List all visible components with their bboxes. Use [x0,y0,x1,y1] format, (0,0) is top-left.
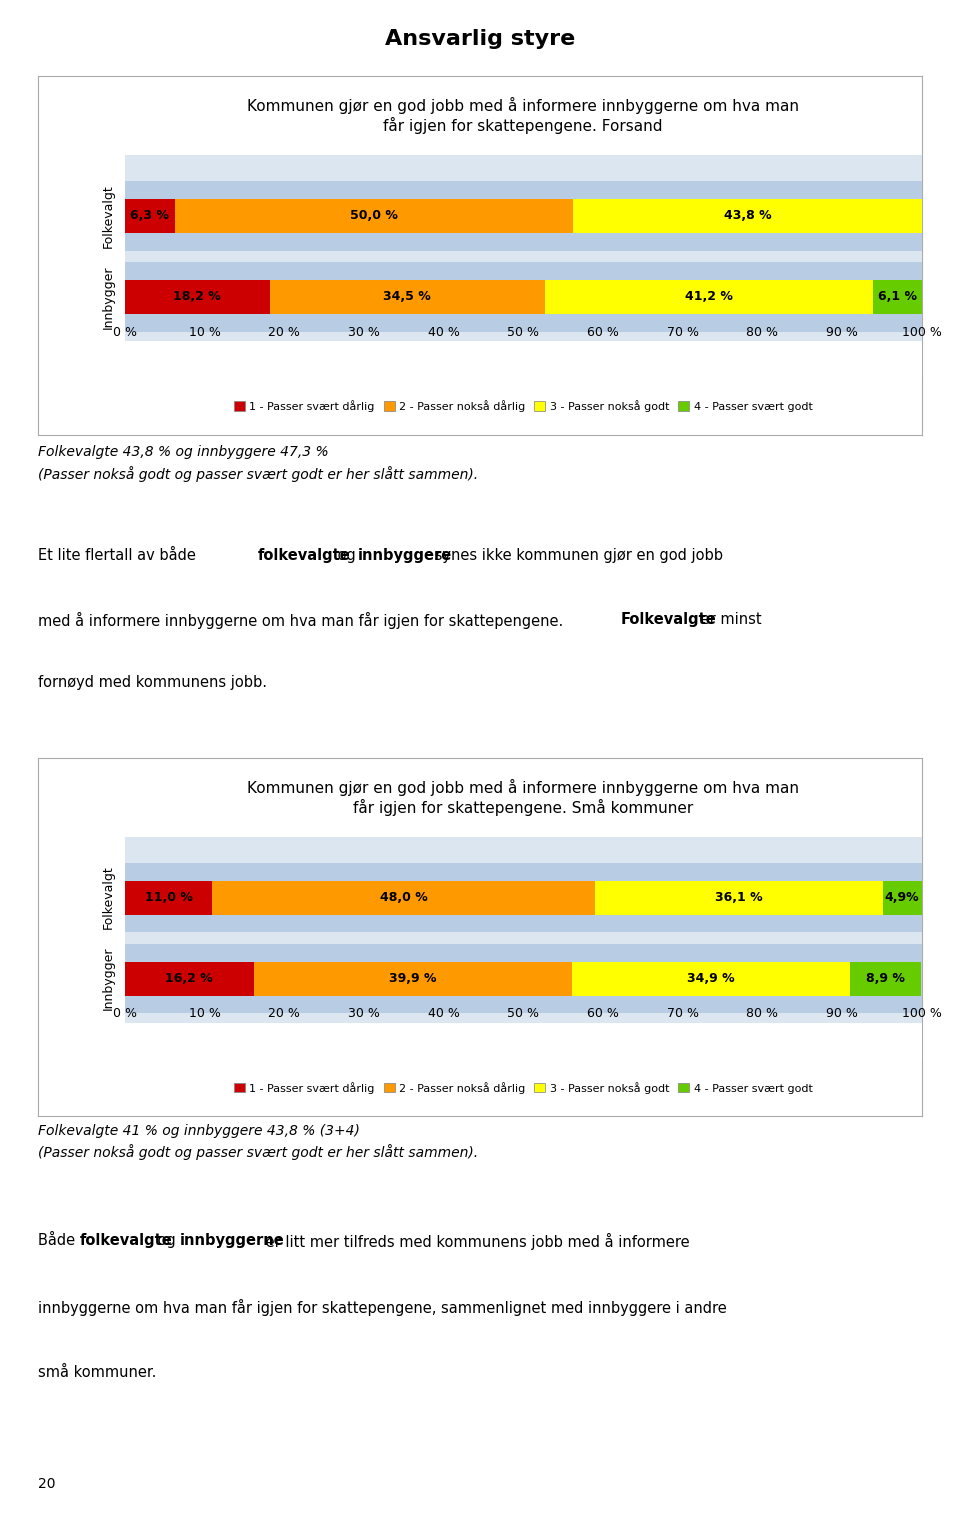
Text: 34,9 %: 34,9 % [687,971,734,985]
Legend: 1 - Passer svært dårlig, 2 - Passer nokså dårlig, 3 - Passer nokså godt, 4 - Pas: 1 - Passer svært dårlig, 2 - Passer noks… [229,395,817,416]
Text: 48,0 %: 48,0 % [380,891,427,904]
Text: med å informere innbyggerne om hva man får igjen for skattepengene.: med å informere innbyggerne om hva man f… [38,612,568,628]
Text: 41,2 %: 41,2 % [684,290,732,303]
Bar [544,281,873,314]
Text: Kommunen gjør en god jobb med å informere innbyggerne om hva man
får igjen for s: Kommunen gjør en god jobb med å informer… [248,98,799,134]
Text: 6,3 %: 6,3 % [131,209,169,223]
Text: 43,8 %: 43,8 % [724,209,772,223]
Text: folkevalgte: folkevalgte [80,1232,173,1247]
Bar [595,880,882,915]
Bar [212,880,595,915]
Text: innbyggerne: innbyggerne [180,1232,284,1247]
Text: små kommuner.: små kommuner. [38,1365,156,1380]
Bar [572,962,850,996]
Text: 20: 20 [38,1476,56,1491]
Text: fornøyd med kommunens jobb.: fornøyd med kommunens jobb. [38,674,268,689]
Text: 6,1 %: 6,1 % [877,290,917,303]
Text: 39,9 %: 39,9 % [389,971,437,985]
Text: 18,2 %: 18,2 % [174,290,221,303]
Text: 36,1 %: 36,1 % [715,891,762,904]
Text: er minst: er minst [695,612,761,627]
Text: Folkevalgte: Folkevalgte [620,612,716,627]
Bar [125,181,922,250]
Text: Kommunen gjør en god jobb med å informere innbyggerne om hva man
får igjen for s: Kommunen gjør en god jobb med å informer… [248,779,799,816]
Text: folkevalgte: folkevalgte [257,549,350,563]
Legend: 1 - Passer svært dårlig, 2 - Passer nokså dårlig, 3 - Passer nokså godt, 4 - Pas: 1 - Passer svært dårlig, 2 - Passer noks… [229,1077,817,1098]
Bar [125,262,922,332]
Text: Et lite flertall av både: Et lite flertall av både [38,549,201,563]
Bar [125,281,270,314]
Bar [125,198,175,233]
Bar [125,962,253,996]
Text: og: og [332,549,360,563]
Text: Folkevalgte 43,8 % og innbyggere 47,3 %
(Passer nokså godt og passer svært godt : Folkevalgte 43,8 % og innbyggere 47,3 % … [38,445,478,482]
Text: er litt mer tilfreds med kommunens jobb med å informere: er litt mer tilfreds med kommunens jobb … [261,1232,689,1250]
Text: 34,5 %: 34,5 % [383,290,431,303]
Text: Ansvarlig styre: Ansvarlig styre [385,29,575,49]
Text: Folkevalgte 41 % og innbyggere 43,8 % (3+4)
(Passer nokså godt og passer svært g: Folkevalgte 41 % og innbyggere 43,8 % (3… [38,1124,478,1161]
Bar [125,880,212,915]
Bar [850,962,921,996]
Text: innbyggerne om hva man får igjen for skattepengene, sammenlignet med innbyggere : innbyggerne om hva man får igjen for ska… [38,1299,727,1316]
Text: 8,9 %: 8,9 % [866,971,904,985]
Bar [270,281,544,314]
Bar [873,281,922,314]
Bar [882,880,922,915]
Text: Både: Både [38,1232,80,1247]
Bar [125,863,922,932]
Bar [573,198,923,233]
Bar [125,944,922,1014]
Text: 11,0 %: 11,0 % [145,891,193,904]
Bar [175,198,573,233]
Text: synes ikke kommunen gjør en god jobb: synes ikke kommunen gjør en god jobb [430,549,723,563]
Text: innbyggere: innbyggere [358,549,452,563]
Text: 16,2 %: 16,2 % [165,971,213,985]
Text: 50,0 %: 50,0 % [350,209,398,223]
Bar [253,962,572,996]
Text: og: og [154,1232,180,1247]
Text: 4,9%: 4,9% [885,891,920,904]
